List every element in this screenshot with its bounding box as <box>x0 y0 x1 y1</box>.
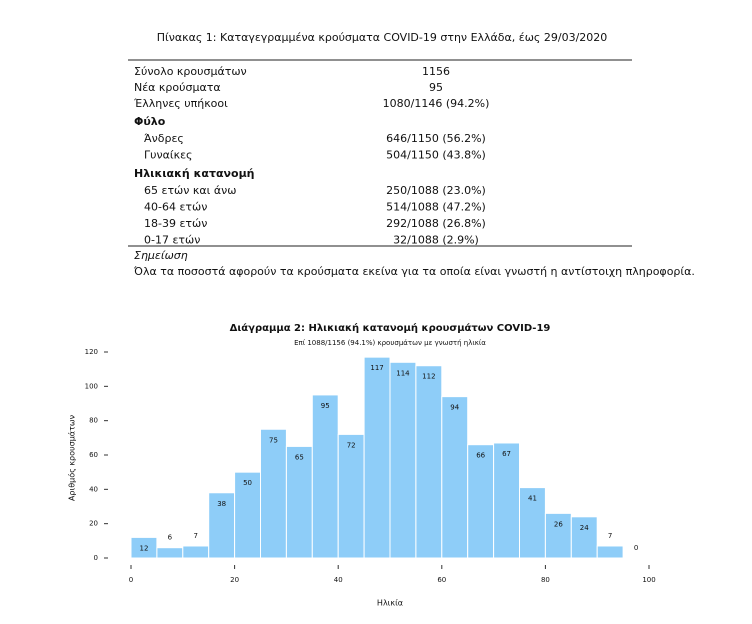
y-tick-label: 40 <box>89 485 98 493</box>
bar <box>441 396 469 559</box>
bar <box>311 394 339 559</box>
x-tick-label: 60 <box>437 576 446 584</box>
value-label: 117 <box>370 364 383 372</box>
bar <box>337 433 365 559</box>
bar <box>596 545 624 559</box>
bar <box>156 547 184 559</box>
bar <box>363 356 391 559</box>
x-tick-label: 80 <box>541 576 550 584</box>
row-label: Γυναίκες <box>144 149 193 162</box>
note-heading: Σημείωση <box>134 249 188 262</box>
value-label: 38 <box>217 500 226 508</box>
x-tick-label: 40 <box>334 576 343 584</box>
y-tick-label: 60 <box>89 451 98 459</box>
note: Όλα τα ποσοστά αφορούν τα κρούσματα εκεί… <box>133 265 695 278</box>
table: Σύνολο κρουσμάτων 1156 Νέα κρούσματα 95 Έλλη… <box>133 65 489 247</box>
section-heading: Ηλικιακή κατανομή <box>134 167 255 180</box>
chart-title: Διάγραμμα 2: Ηλικιακή κατανομή κρουσμάτω… <box>230 322 551 334</box>
value-label: 41 <box>528 495 537 503</box>
value-label: 72 <box>347 441 356 449</box>
bar <box>467 444 495 559</box>
row-value: 1156 <box>422 65 450 78</box>
bar <box>182 545 210 559</box>
row-value: 250/1088 (23.0%) <box>386 184 486 197</box>
value-label: 12 <box>139 544 148 552</box>
value-label: 94 <box>450 404 459 412</box>
x-tick-label: 20 <box>230 576 239 584</box>
bar <box>260 428 287 559</box>
bar <box>415 365 443 559</box>
y-tick-label: 120 <box>85 348 98 356</box>
row-value: 1080/1146 (94.2%) <box>383 97 490 110</box>
value-label: 95 <box>321 402 330 410</box>
bar <box>544 512 572 559</box>
bar <box>389 361 417 559</box>
bar <box>234 471 262 559</box>
row-value: 292/1088 (26.8%) <box>386 217 486 230</box>
x-tick-label: 100 <box>642 576 655 584</box>
row-label: Έλληνες υπήκοοι <box>133 97 228 110</box>
bar <box>570 516 598 559</box>
row-value: 32/1088 (2.9%) <box>393 234 479 247</box>
row-value: 95 <box>429 81 443 94</box>
bar <box>285 445 313 559</box>
value-label: 66 <box>476 452 485 460</box>
table-title: Πίνακας 1: Καταγεγραμμένα κρούσματα COVI… <box>157 31 608 44</box>
row-label: 65 ετών και άνω <box>144 184 236 197</box>
row-label: Σύνολο κρουσμάτων <box>134 65 247 78</box>
value-label: 26 <box>554 520 563 528</box>
y-tick-label: 80 <box>89 417 98 425</box>
bar <box>493 442 521 559</box>
row-value: 504/1150 (43.8%) <box>386 149 486 162</box>
y-tick-label: 100 <box>85 382 98 390</box>
value-label: 50 <box>243 479 252 487</box>
row-value: 646/1150 (56.2%) <box>386 132 486 145</box>
y-tick-label: 0 <box>94 554 98 562</box>
row-label: 40-64 ετών <box>144 201 207 214</box>
value-label: 67 <box>502 450 511 458</box>
row-label: 18-39 ετών <box>144 217 207 230</box>
row-label: Άνδρες <box>144 132 184 145</box>
row-value: 514/1088 (47.2%) <box>386 201 486 214</box>
value-label: 7 <box>608 532 612 540</box>
value-label: 75 <box>269 436 278 444</box>
section-heading: Φύλο <box>134 115 166 128</box>
row-label: Νέα κρούσματα <box>134 81 221 94</box>
value-label: 114 <box>396 369 410 377</box>
value-label: 65 <box>295 453 304 461</box>
x-tick-label: 0 <box>129 576 133 584</box>
value-label: 112 <box>422 373 435 381</box>
chart-subtitle: Επί 1088/1156 (94.1%) κρουσμάτων με γνωσ… <box>294 339 486 347</box>
value-label: 24 <box>580 524 589 532</box>
y-axis-label: Αριθμός κρουσμάτων <box>67 414 77 501</box>
row-label: 0-17 ετών <box>144 234 200 247</box>
value-label: 7 <box>194 532 198 540</box>
value-label: 6 <box>168 534 173 542</box>
value-label: 0 <box>634 544 638 552</box>
y-tick-label: 20 <box>89 520 98 528</box>
x-axis-label: Ηλικία <box>377 599 403 608</box>
